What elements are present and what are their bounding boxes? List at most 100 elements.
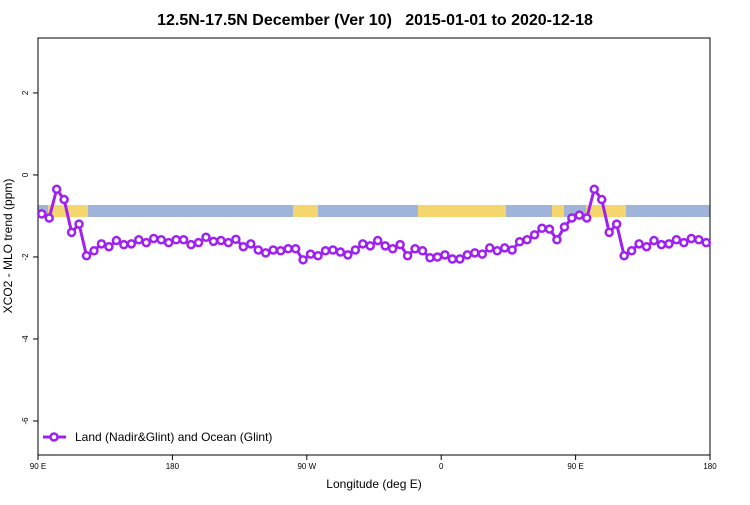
data-point [514, 237, 525, 247]
x-tick-label: 0 [439, 462, 444, 471]
data-point [119, 239, 129, 250]
data-point [604, 227, 614, 238]
data-point [208, 236, 219, 247]
data-point [686, 233, 697, 244]
data-point [126, 239, 137, 249]
data-point [477, 249, 488, 259]
data-point [462, 250, 473, 260]
data-point [163, 237, 174, 248]
data-point [74, 219, 84, 229]
data-point [178, 234, 189, 245]
data-point [238, 241, 249, 252]
legend-label: Land (Nadir&Glint) and Ocean (Glint) [75, 430, 272, 444]
data-point [231, 234, 241, 245]
y-tick-label: 0 [21, 172, 30, 177]
data-point [275, 246, 286, 256]
data-point [574, 210, 585, 220]
data-point [492, 246, 502, 256]
data-point [701, 237, 712, 248]
y-axis-label: XCO2 - MLO trend (ppm) [1, 179, 15, 314]
data-point [216, 235, 226, 246]
data-point [656, 239, 667, 250]
x-tick-label: 180 [703, 462, 717, 471]
data-point [59, 194, 69, 205]
ocean-band [38, 205, 710, 217]
data-point [417, 246, 428, 256]
data-point [81, 250, 92, 261]
data-point [432, 252, 443, 262]
data-point [559, 222, 570, 232]
data-point [44, 213, 54, 223]
y-tick-label: -4 [21, 335, 30, 343]
data-point [134, 234, 144, 245]
data-point [679, 237, 689, 248]
data-point [626, 246, 637, 256]
plot-frame [37, 37, 711, 456]
data-point [66, 227, 77, 238]
data-point [507, 245, 517, 255]
data-point [395, 239, 405, 250]
data-point [387, 244, 398, 254]
data-point [372, 235, 383, 246]
data-point [410, 244, 420, 254]
data-point [36, 209, 47, 219]
data-point [694, 234, 704, 245]
data-point [313, 250, 323, 261]
data-point [223, 237, 234, 248]
data-point [544, 224, 555, 234]
y-tick-label: -2 [21, 253, 30, 261]
data-point [111, 235, 122, 246]
land-patch [586, 205, 626, 217]
data-point [283, 244, 293, 254]
series-line [41, 185, 707, 262]
data-point [290, 244, 301, 254]
data-point [193, 237, 204, 248]
data-point [552, 234, 562, 245]
data-point [611, 219, 622, 229]
data-point [567, 213, 577, 223]
data-point [320, 246, 331, 256]
data-point [260, 248, 271, 258]
data-point [89, 246, 99, 256]
data-point [499, 243, 510, 253]
x-axis-label: Longitude (deg E) [326, 477, 421, 491]
data-point [529, 230, 540, 240]
data-point [141, 237, 152, 248]
data-point [96, 239, 107, 249]
land-ocean-band [38, 205, 710, 217]
data-point [619, 250, 629, 261]
data-point [365, 241, 376, 251]
land-patch [418, 205, 506, 217]
data-point [671, 234, 682, 245]
data-point [51, 184, 62, 195]
land-patch [293, 205, 318, 217]
legend-marker [49, 432, 59, 442]
data-point [305, 249, 316, 259]
y-tick-label: 2 [21, 90, 30, 95]
data-point [201, 232, 211, 243]
data-point [253, 245, 264, 255]
x-tick-label: 180 [166, 462, 180, 471]
data-point [171, 234, 181, 245]
data-point [582, 213, 592, 223]
y-tick-label: -6 [21, 417, 30, 425]
data-point [350, 245, 361, 255]
data-point [484, 243, 495, 253]
data-point [268, 245, 278, 255]
data-point [641, 241, 652, 252]
data-point [596, 194, 607, 205]
data-point [589, 184, 600, 195]
data-point [447, 254, 458, 264]
data-point [664, 239, 674, 249]
data-point [104, 241, 114, 252]
data-point [537, 223, 547, 234]
data-point [148, 233, 159, 244]
data-point [470, 248, 480, 258]
data-point [328, 245, 338, 255]
data-point [298, 255, 308, 265]
data-point [440, 250, 450, 260]
data-point [156, 234, 166, 245]
data-point [246, 239, 256, 249]
data-point [402, 250, 413, 261]
